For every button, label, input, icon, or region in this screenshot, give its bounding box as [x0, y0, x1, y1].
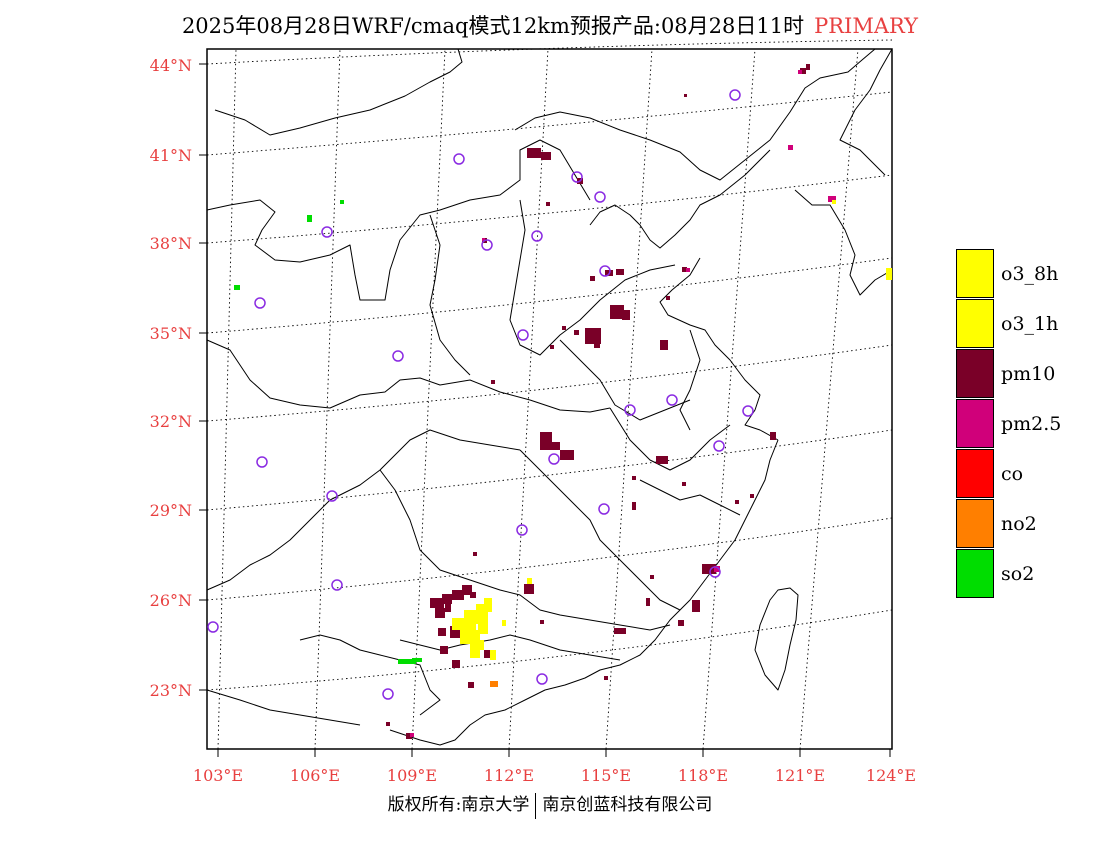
title-text: 2025年08月28日WRF/cmaq模式12km预报产品:08月28日11时 — [181, 14, 805, 38]
lon-label-106e: 106°E — [289, 766, 341, 785]
lon-label-118e: 118°E — [677, 766, 729, 785]
legend-label-so2: so2 — [1001, 563, 1035, 585]
station-markers — [207, 89, 754, 700]
legend-label-no2: no2 — [1001, 513, 1037, 535]
lat-label-29n: 29°N — [149, 501, 192, 520]
no2-cells — [490, 681, 498, 687]
legend-label-pm25: pm2.5 — [1001, 413, 1062, 435]
legend-swatch-pm10 — [956, 349, 994, 398]
legend-item-pm25: pm2.5 — [956, 399, 1080, 449]
lat-label-44n: 44°N — [149, 56, 192, 75]
lon-label-109e: 109°E — [386, 766, 438, 785]
lon-label-112e: 112°E — [483, 766, 535, 785]
graticule — [206, 39, 893, 750]
lat-label-41n: 41°N — [149, 146, 192, 165]
legend-item-o3-8h: o3_8h — [956, 249, 1080, 299]
lon-label-121e: 121°E — [774, 766, 826, 785]
legend-item-co: co — [956, 449, 1080, 499]
copyright-company: 南京创蓝科技有限公司 — [542, 795, 713, 815]
so2-cells — [234, 200, 422, 664]
primary-tag: PRIMARY — [814, 14, 919, 38]
legend-swatch-o3-1h — [956, 299, 994, 348]
axis-ticks — [199, 63, 891, 757]
legend-swatch-so2 — [956, 549, 994, 598]
legend-label-co: co — [1001, 463, 1024, 485]
lon-label-115e: 115°E — [580, 766, 632, 785]
lat-label-32n: 32°N — [149, 412, 192, 431]
legend-swatch-pm25 — [956, 399, 994, 448]
pollutant-legend: o3_8h o3_1h pm10 pm2.5 co no2 so2 — [956, 249, 1080, 599]
legend-swatch-no2 — [956, 499, 994, 548]
legend-swatch-co — [956, 449, 994, 498]
legend-label-o3-8h: o3_8h — [1001, 263, 1059, 285]
copyright-footer: 版权所有:南京大学 南京创蓝科技有限公司 — [0, 790, 1100, 819]
pm25-cells — [410, 70, 836, 737]
lat-label-26n: 26°N — [149, 591, 192, 610]
lon-label-103e: 103°E — [192, 766, 244, 785]
legend-item-o3-1h: o3_1h — [956, 299, 1080, 349]
legend-item-pm10: pm10 — [956, 349, 1080, 399]
lon-label-124e: 124°E — [865, 766, 917, 785]
legend-swatch-o3-8h — [956, 249, 994, 298]
legend-label-o3-1h: o3_1h — [1001, 313, 1059, 335]
legend-item-so2: so2 — [956, 549, 1080, 599]
lat-label-23n: 23°N — [149, 681, 192, 700]
o3-cells — [452, 200, 892, 660]
lat-label-35n: 35°N — [149, 324, 192, 343]
map-title: 2025年08月28日WRF/cmaq模式12km预报产品:08月28日11时 P… — [0, 10, 1100, 40]
legend-label-pm10: pm10 — [1001, 363, 1056, 385]
boundaries — [206, 48, 893, 746]
copyright-owner: 版权所有:南京大学 — [387, 795, 530, 815]
legend-item-no2: no2 — [956, 499, 1080, 549]
map-frame — [206, 48, 893, 750]
lat-label-38n: 38°N — [149, 234, 192, 253]
footer-separator — [535, 792, 537, 819]
